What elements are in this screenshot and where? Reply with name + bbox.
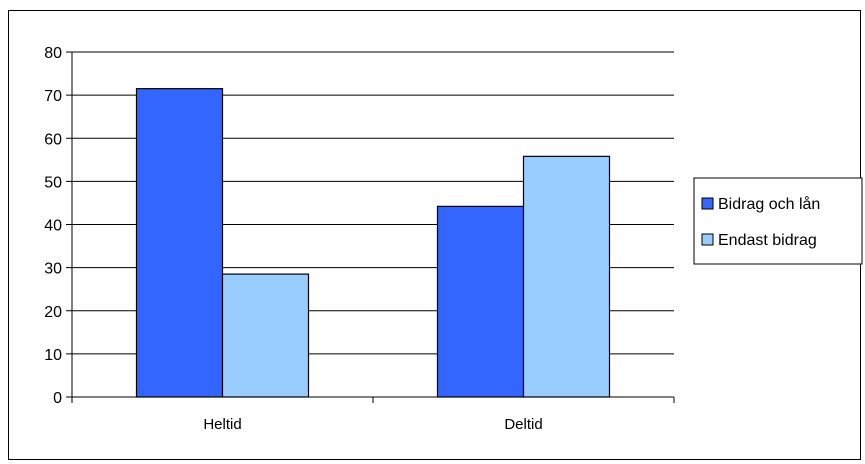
y-tick-label: 60: [44, 131, 62, 148]
y-tick-label: 80: [44, 45, 62, 62]
legend: Bidrag och lån Endast bidrag: [693, 177, 863, 265]
bar-2-heltid: [221, 273, 310, 398]
bar-1-heltid: [135, 88, 224, 398]
y-tick-label: 50: [44, 174, 62, 191]
x-category-label: Deltid: [504, 416, 542, 433]
axes: 0 10 20 30 40 50 60 70 80 Heltid Deltid: [44, 45, 675, 433]
legend-swatch: [701, 233, 714, 246]
y-tick-label: 20: [44, 304, 62, 321]
legend-box: [693, 177, 863, 265]
y-tick-label: 30: [44, 261, 62, 278]
legend-swatch: [701, 197, 714, 210]
legend-label: Bidrag och lån: [718, 195, 820, 213]
bar-2-deltid: [522, 155, 611, 398]
x-category-label: Heltid: [203, 416, 241, 433]
y-tick-label: 40: [44, 218, 62, 235]
legend-label: Endast bidrag: [718, 232, 817, 249]
bar-1-deltid: [436, 205, 525, 398]
y-tick-label: 10: [44, 347, 62, 364]
y-tick-label: 0: [53, 390, 62, 407]
y-tick-label: 70: [44, 88, 62, 105]
bars: [135, 88, 611, 398]
